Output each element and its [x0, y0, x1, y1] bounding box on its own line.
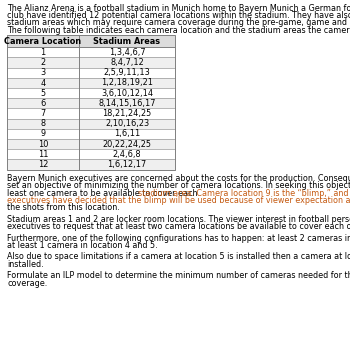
Bar	[7, 98, 175, 109]
Text: 2,5,9,11,13: 2,5,9,11,13	[104, 68, 150, 77]
Text: 2,10,16,23: 2,10,16,23	[105, 119, 149, 128]
Text: 3,6,10,12,14: 3,6,10,12,14	[101, 89, 153, 98]
Text: The Alianz Arena is a football stadium in Munich home to Bayern Munich a German : The Alianz Arena is a football stadium i…	[7, 4, 350, 13]
Text: least one camera to be available to cover each: least one camera to be available to cove…	[7, 189, 200, 198]
Text: Furthermore, one of the following configurations has to happen: at least 2 camer: Furthermore, one of the following config…	[7, 234, 350, 243]
Bar	[7, 159, 175, 170]
Text: 3: 3	[41, 68, 46, 77]
Text: 10: 10	[38, 140, 48, 149]
Text: 2: 2	[41, 58, 46, 67]
Text: executives to request that at least two camera locations be available to cover e: executives to request that at least two …	[7, 222, 350, 231]
Text: 5: 5	[41, 89, 46, 98]
Text: 2,4,6,8: 2,4,6,8	[113, 150, 141, 159]
Bar	[7, 35, 175, 170]
Text: 11: 11	[38, 150, 48, 159]
Text: 6: 6	[40, 99, 46, 108]
Text: 12: 12	[38, 160, 48, 169]
Text: stadium areas which may require camera coverage during the pre-game, game and po: stadium areas which may require camera c…	[7, 18, 350, 27]
Text: 9: 9	[41, 129, 46, 139]
Text: club have identified 12 potential camera locations within the stadium. They have: club have identified 12 potential camera…	[7, 11, 350, 20]
Text: 8,14,15,16,17: 8,14,15,16,17	[98, 99, 156, 108]
Bar	[7, 35, 175, 47]
Text: 1,6,11: 1,6,11	[114, 129, 140, 139]
Text: the shots from this location.: the shots from this location.	[7, 203, 120, 212]
Text: 1,3,4,6,7: 1,3,4,6,7	[109, 48, 145, 57]
Text: stadium area. Camera location 9 is the “blimp,” and: stadium area. Camera location 9 is the “…	[138, 189, 348, 198]
Text: Also due to space limitations if a camera at location 5 is installed then a came: Also due to space limitations if a camer…	[7, 253, 350, 261]
Text: Stadium areas 1 and 2 are locker room locations. The viewer interest in football: Stadium areas 1 and 2 are locker room lo…	[7, 215, 350, 224]
Text: The following table indicates each camera location and the stadium areas the cam: The following table indicates each camer…	[7, 26, 350, 34]
Text: Bayern Munich executives are concerned about the costs for the production. Conse: Bayern Munich executives are concerned a…	[7, 174, 350, 183]
Text: installed.: installed.	[7, 260, 44, 269]
Text: 18,21,24,25: 18,21,24,25	[102, 109, 152, 118]
Text: coverage.: coverage.	[7, 279, 47, 287]
Text: 1,6,12,17: 1,6,12,17	[107, 160, 147, 169]
Text: 1: 1	[40, 48, 46, 57]
Text: Camera Location: Camera Location	[5, 37, 82, 46]
Text: set an objective of minimizing the number of camera locations. In seeking this o: set an objective of minimizing the numbe…	[7, 181, 350, 190]
Bar	[7, 119, 175, 129]
Text: executives have decided that the blimp will be used because of viewer expectatio: executives have decided that the blimp w…	[7, 196, 350, 205]
Bar	[7, 78, 175, 88]
Text: 1,2,18,19,21: 1,2,18,19,21	[101, 79, 153, 87]
Text: Formulate an ILP model to determine the minimum number of cameras needed for the: Formulate an ILP model to determine the …	[7, 271, 350, 280]
Text: at least 1 camera in location 4 and 5.: at least 1 camera in location 4 and 5.	[7, 241, 158, 250]
Text: 8: 8	[41, 119, 46, 128]
Text: 7: 7	[41, 109, 46, 118]
Bar	[7, 57, 175, 68]
Text: 4: 4	[40, 79, 46, 87]
Text: 8,4,7,12: 8,4,7,12	[110, 58, 144, 67]
Bar	[7, 139, 175, 149]
Text: Stadium Areas: Stadium Areas	[93, 37, 161, 46]
Text: 20,22,24,25: 20,22,24,25	[103, 140, 152, 149]
